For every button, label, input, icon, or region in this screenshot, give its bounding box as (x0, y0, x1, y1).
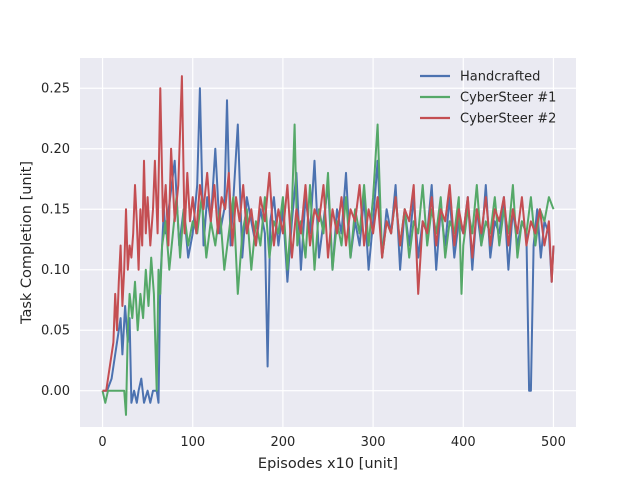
x-tick-label: 0 (98, 435, 106, 450)
x-axis-label: Episodes x10 [unit] (258, 456, 398, 472)
series-lines (101, 75, 555, 416)
x-tick-label: 200 (270, 435, 295, 450)
y-axis-ticks: 0.00 0.05 0.10 0.15 0.20 0.25 (41, 82, 70, 399)
legend-label: CyberSteer #1 (460, 91, 556, 106)
y-tick-label: 0.05 (41, 324, 70, 339)
x-tick-label: 500 (541, 435, 566, 450)
y-tick-label: 0.15 (41, 203, 70, 218)
x-tick-label: 100 (180, 435, 205, 450)
series-line-2 (102, 75, 555, 392)
y-tick-label: 0.25 (41, 82, 70, 97)
legend-label: CyberSteer #2 (460, 112, 556, 127)
y-tick-label: 0.20 (41, 142, 70, 157)
y-tick-label: 0.10 (41, 263, 70, 278)
y-tick-label: 0.00 (41, 384, 70, 399)
legend: Handcrafted CyberSteer #1 CyberSteer #2 (420, 70, 556, 127)
legend-label: Handcrafted (460, 70, 540, 85)
x-tick-label: 300 (361, 435, 386, 450)
x-tick-label: 400 (451, 435, 476, 450)
y-axis-label: Task Completion [unit] (19, 161, 35, 325)
x-axis-ticks: 0 100 200 300 400 500 (98, 435, 565, 450)
